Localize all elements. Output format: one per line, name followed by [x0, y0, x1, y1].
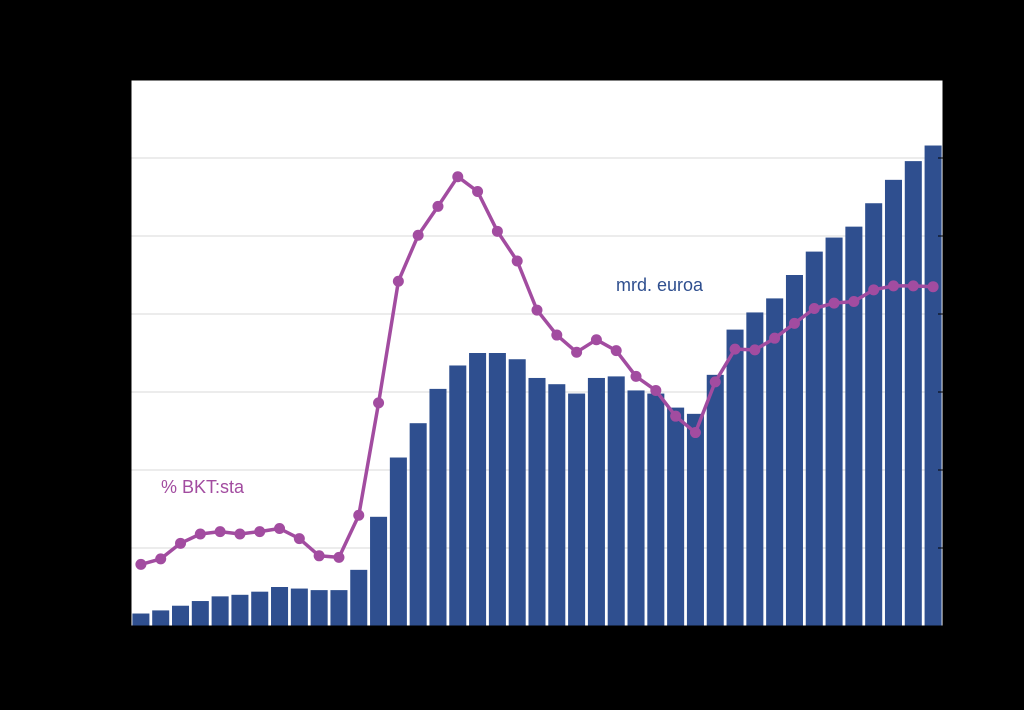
bar — [469, 353, 487, 626]
bar — [746, 312, 764, 626]
line-point — [927, 281, 939, 293]
bar — [568, 393, 586, 626]
line-point — [749, 344, 761, 356]
bar — [904, 161, 922, 626]
bar — [290, 588, 308, 626]
line-point — [373, 397, 385, 409]
line-point — [214, 526, 226, 538]
bar — [171, 605, 190, 626]
bar — [370, 516, 388, 626]
bar — [667, 407, 685, 626]
line-point — [689, 427, 701, 439]
line-point — [234, 528, 246, 540]
bar — [924, 145, 942, 626]
bar — [686, 413, 704, 626]
bar — [231, 594, 249, 626]
line-point — [769, 332, 781, 344]
bar — [865, 203, 883, 627]
plot-border — [130, 79, 944, 627]
line-point — [531, 304, 543, 316]
line-series — [135, 171, 939, 570]
line-point — [887, 280, 899, 292]
line-point — [293, 533, 305, 545]
axis-ticks — [126, 79, 943, 627]
line-point — [472, 186, 484, 198]
line-point — [491, 225, 503, 237]
bar — [271, 587, 289, 626]
line-point — [848, 296, 860, 308]
bar — [627, 390, 645, 626]
bar — [350, 569, 368, 626]
bar — [706, 374, 724, 626]
line-point — [788, 317, 800, 329]
line-point — [155, 553, 167, 565]
bar — [409, 423, 427, 626]
line-point — [551, 329, 563, 341]
line-point — [868, 284, 880, 296]
bar — [845, 226, 863, 626]
bar — [488, 353, 506, 626]
bar — [330, 590, 348, 626]
bar — [191, 601, 209, 626]
line-point — [194, 528, 206, 540]
line-point — [175, 537, 187, 549]
line-point — [828, 297, 840, 309]
line-point — [432, 200, 444, 212]
line-point — [313, 550, 325, 562]
bar — [548, 384, 566, 626]
line-point — [907, 280, 919, 292]
bar — [251, 591, 269, 626]
line-point — [709, 376, 721, 388]
line-point — [333, 551, 345, 563]
line-point — [670, 410, 682, 422]
line-point — [254, 526, 266, 538]
bar-series — [132, 145, 942, 627]
line-point — [353, 509, 365, 521]
bar — [429, 388, 447, 626]
line-point — [590, 334, 602, 346]
bar — [805, 251, 823, 626]
line-point — [610, 345, 622, 357]
line-point — [135, 558, 147, 570]
line-point — [511, 255, 523, 267]
bar — [310, 590, 328, 626]
line-series-label: % BKT:sta — [161, 477, 245, 497]
line-point — [808, 303, 820, 315]
bar — [152, 610, 170, 626]
bar — [389, 457, 407, 626]
bar — [647, 393, 665, 626]
bar — [528, 377, 546, 626]
line-point — [650, 384, 662, 396]
line-point — [630, 370, 642, 382]
bar — [211, 596, 229, 626]
line-point — [729, 343, 741, 355]
line-point — [392, 275, 404, 287]
bar — [766, 298, 784, 626]
bar — [508, 359, 526, 626]
bar — [607, 376, 625, 626]
bar — [884, 179, 903, 626]
bar — [785, 275, 803, 626]
bar — [726, 329, 744, 626]
bar — [132, 613, 150, 626]
line-point — [571, 346, 583, 358]
bar — [449, 365, 467, 626]
bar — [825, 237, 843, 626]
line-point — [412, 229, 424, 241]
bar-series-label: mrd. euroa — [616, 275, 704, 295]
line-point — [452, 171, 464, 183]
bar — [587, 377, 605, 626]
line-point — [274, 523, 286, 534]
